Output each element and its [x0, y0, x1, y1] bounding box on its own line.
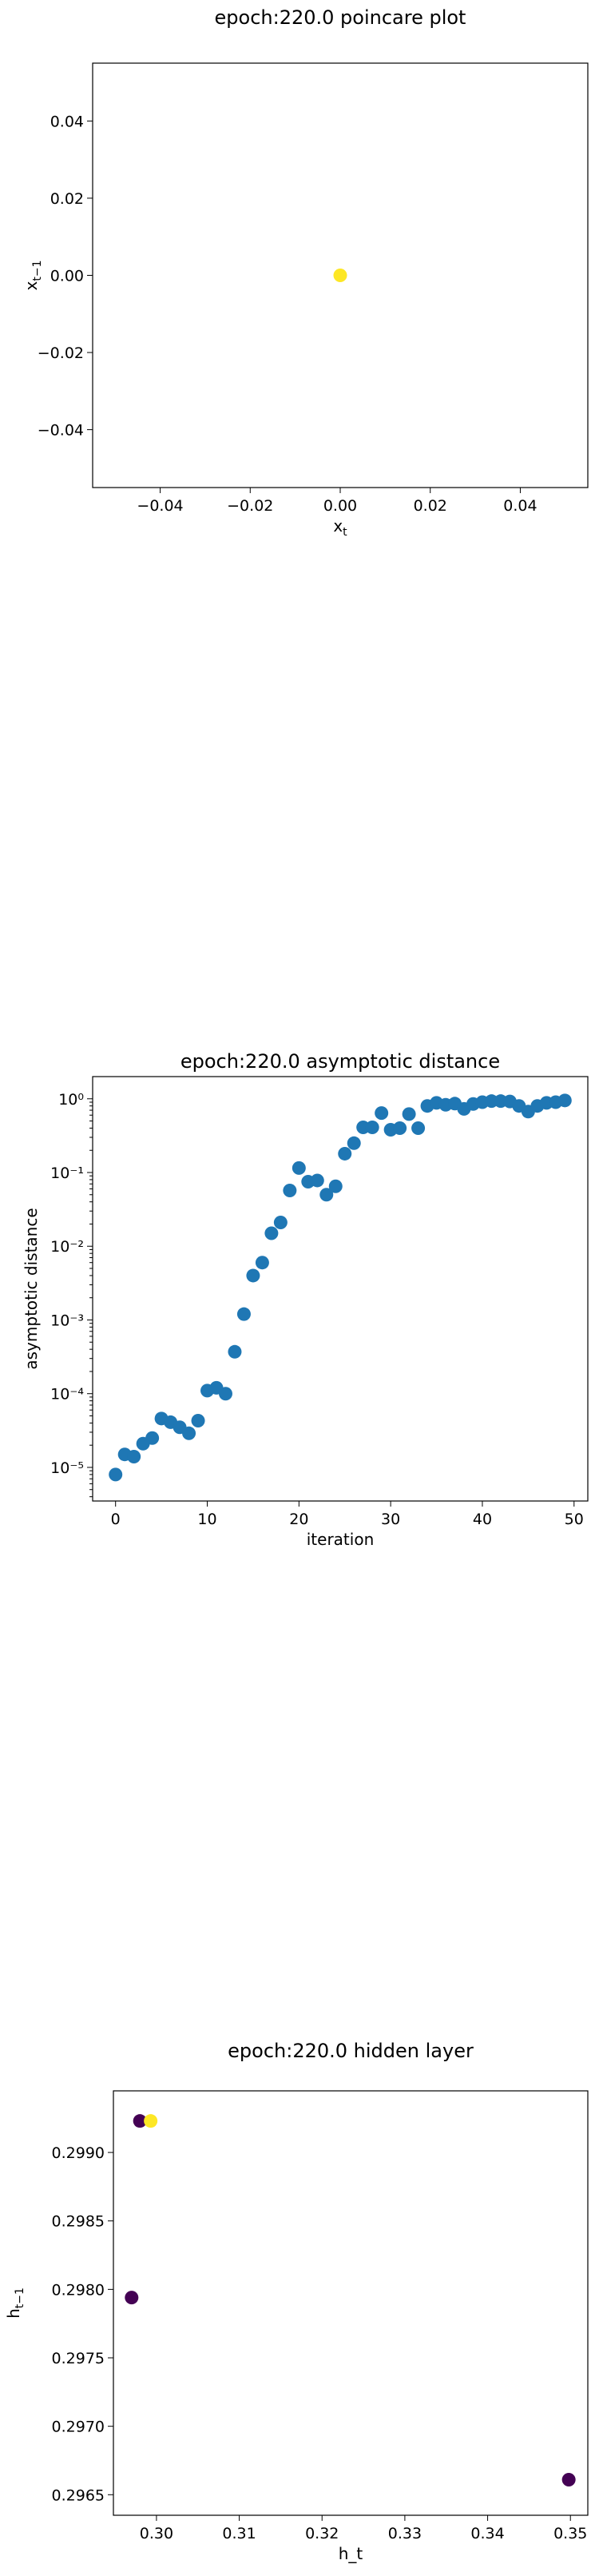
data-point [145, 1431, 160, 1445]
data-point [228, 1344, 242, 1359]
data-point [292, 1161, 306, 1175]
data-point [561, 2472, 576, 2486]
chart-title: epoch:220.0 asymptotic distance [180, 1050, 500, 1073]
x-tick-label: 0.30 [140, 2525, 173, 2542]
x-axis-label: xt [333, 516, 347, 539]
x-tick-label: −0.02 [227, 497, 273, 515]
y-tick-label: 0.00 [50, 268, 84, 285]
y-tick-label: 10⁻⁵ [50, 1459, 84, 1477]
x-tick-label: −0.04 [137, 497, 183, 515]
data-point [236, 1307, 251, 1321]
chart-title: epoch:220.0 poincare plot [215, 6, 466, 29]
y-tick-label: 0.04 [50, 113, 84, 130]
data-point [333, 269, 347, 282]
x-tick-label: 50 [565, 1511, 584, 1528]
data-point [127, 1449, 141, 1463]
y-tick-label: 0.2985 [52, 2213, 105, 2231]
data-point [133, 2114, 147, 2128]
x-tick-label: 0.31 [222, 2525, 256, 2542]
y-tick-label: 0.2975 [52, 2350, 105, 2367]
chart-1: epoch:220.0 asymptotic distance 0 10 20 30 40… [22, 1050, 589, 1549]
y-tick-label: 0.2980 [52, 2281, 105, 2299]
data-point [109, 1467, 123, 1482]
x-tick-label: 0.34 [470, 2525, 504, 2542]
y-tick-label: 10⁻² [50, 1238, 84, 1256]
data-point [319, 1188, 334, 1202]
data-point [273, 1216, 288, 1230]
chart-2: epoch:220.0 hidden layer 0.30 0.31 0.32 0.33… [4, 2040, 589, 2563]
y-tick-label: −0.02 [38, 344, 84, 362]
x-tick-label: 0.02 [414, 497, 447, 515]
data-point [283, 1184, 297, 1198]
data-point [144, 2114, 158, 2128]
x-tick-label: 20 [289, 1511, 308, 1528]
x-axis-label: iteration [307, 1530, 375, 1549]
x-tick-label: 10 [197, 1511, 216, 1528]
data-point [264, 1226, 279, 1240]
y-tick-label: 10⁻¹ [50, 1165, 84, 1182]
data-point [310, 1173, 324, 1188]
data-point [411, 1121, 426, 1135]
y-tick-label: 10⁻⁴ [50, 1386, 84, 1403]
data-point [365, 1120, 379, 1134]
data-point [375, 1106, 389, 1121]
x-axis-label: h_t [339, 2544, 363, 2563]
plot-frame [92, 1076, 589, 1502]
y-tick-label: −0.04 [38, 422, 84, 440]
x-tick-label: 0.35 [553, 2525, 587, 2542]
plot-frame [113, 2090, 589, 2516]
x-tick-label: 0.32 [305, 2525, 339, 2542]
data-point [125, 2291, 139, 2305]
x-tick-label: 0.04 [503, 497, 537, 515]
data-point [218, 1387, 232, 1401]
y-tick-label: 0.2970 [52, 2419, 105, 2436]
y-tick-label: 0.2990 [52, 2144, 105, 2162]
data-point [191, 1414, 205, 1428]
data-point [255, 1256, 269, 1270]
y-axis-label: asymptotic distance [22, 1208, 41, 1369]
data-point [328, 1179, 343, 1193]
y-tick-label: 0.02 [50, 190, 84, 208]
x-tick-label: 0.33 [388, 2525, 422, 2542]
x-tick-label: 0 [111, 1511, 121, 1528]
chart-0: epoch:220.0 poincare plot −0.04 −0.02 0.00 0… [22, 6, 589, 539]
x-tick-label: 30 [381, 1511, 400, 1528]
y-axis-label: ht−1 [4, 2287, 26, 2319]
data-point [182, 1426, 196, 1440]
data-point [347, 1136, 361, 1150]
y-tick-label: 10⁰ [58, 1091, 84, 1109]
data-point [557, 1093, 572, 1108]
y-axis-label: xt−1 [22, 261, 44, 291]
data-point [338, 1146, 352, 1161]
y-tick-label: 10⁻³ [50, 1312, 84, 1329]
x-tick-label: 0.00 [323, 497, 357, 515]
data-point [246, 1268, 260, 1283]
y-tick-label: 0.2965 [52, 2486, 105, 2504]
chart-title: epoch:220.0 hidden layer [228, 2040, 474, 2062]
data-point [402, 1107, 416, 1121]
data-point [393, 1121, 407, 1135]
x-tick-label: 40 [473, 1511, 492, 1528]
